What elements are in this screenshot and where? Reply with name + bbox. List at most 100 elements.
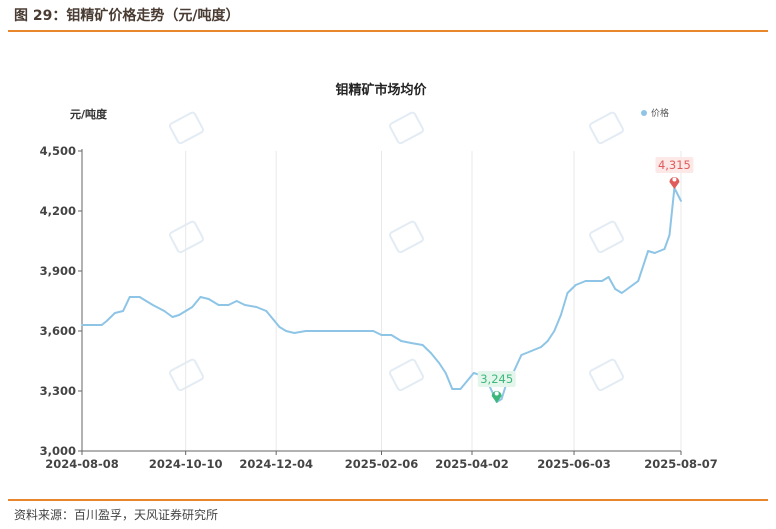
grid-layer [185, 151, 682, 451]
annotation-layer: 4,315 3,245 [477, 157, 694, 403]
price-data-point [658, 250, 661, 252]
price-data-point [680, 200, 682, 202]
price-data-point [637, 280, 640, 282]
watermark-mark [169, 220, 204, 254]
y-tick-label: 4,500 [40, 144, 76, 158]
price-data-point [255, 306, 258, 308]
y-tick-label: 3,000 [40, 444, 76, 458]
price-data-point [566, 292, 569, 294]
price-data-point [451, 388, 454, 390]
price-data-point [546, 340, 549, 342]
max-label-box [655, 157, 694, 173]
price-data-point [663, 248, 666, 250]
max-annotation: 4,315 [655, 157, 694, 189]
price-data-point [285, 330, 287, 332]
price-data-point [607, 276, 610, 278]
price-data-point [227, 304, 230, 306]
price-series-line [82, 187, 682, 403]
watermark-mark [589, 220, 624, 254]
legend-label: 价格 [651, 107, 669, 119]
source-note: 资料来源：百川盈孚，天风证券研究所 [14, 508, 219, 522]
watermark-mark [389, 111, 424, 145]
price-data-point [178, 314, 181, 316]
price-data-point [540, 346, 542, 348]
price-data-point [430, 352, 432, 354]
min-label-box [477, 371, 516, 387]
chart-title: 钼精矿市场均价 [335, 82, 427, 98]
min-annotation: 3,245 [477, 371, 516, 403]
x-tick-label: 2025-04-02 [435, 457, 509, 471]
price-data-point [138, 296, 141, 298]
legend: 价格 [641, 107, 669, 119]
price-data-point [500, 398, 503, 400]
price-data-point [184, 310, 187, 312]
x-tick-label: 2025-08-07 [644, 457, 718, 471]
price-data-point [629, 286, 631, 288]
price-data-point [380, 334, 383, 336]
axis-layer: 3,000 3,300 3,600 3,900 4,200 4,500 2024-08-08… [40, 144, 718, 471]
price-data-point [530, 350, 533, 352]
price-data-point [265, 310, 268, 312]
y-tick-label: 3,900 [40, 264, 76, 278]
price-data-point [668, 234, 671, 236]
figure-title: 图 29：钼精矿价格走势（元/吨度） [14, 8, 240, 24]
price-data-point [100, 324, 103, 326]
price-data-point [421, 344, 424, 346]
watermark-mark [589, 358, 624, 392]
price-data-point [92, 324, 95, 326]
price-data-point [272, 318, 274, 320]
watermark-mark [589, 111, 624, 145]
price-data-point [390, 334, 393, 336]
y-tick-label: 3,300 [40, 384, 76, 398]
x-tick-label: 2024-10-10 [149, 457, 223, 471]
min-pin-dot [494, 391, 499, 396]
watermark-mark [389, 220, 424, 254]
price-data-point [560, 314, 562, 316]
price-data-point [304, 330, 307, 332]
price-data-point [244, 304, 246, 306]
price-data-point [128, 296, 131, 298]
y-tick-label: 3,600 [40, 324, 76, 338]
price-data-point [352, 330, 355, 332]
price-data-point [410, 342, 412, 344]
min-value-label: 3,245 [480, 372, 513, 386]
y-axis-unit-label: 元/吨度 [70, 107, 108, 121]
price-data-point [207, 298, 210, 300]
x-tick-label: 2025-06-03 [537, 457, 611, 471]
price-data-point [584, 280, 587, 282]
price-data-point [647, 250, 649, 252]
price-data-point [459, 388, 462, 390]
x-tick-label: 2024-12-04 [239, 457, 313, 471]
price-data-point [574, 284, 577, 286]
watermark-mark [389, 358, 424, 392]
price-data-point [601, 280, 603, 282]
price-data-point [293, 332, 296, 334]
price-data-point [122, 310, 124, 312]
price-data-point [278, 326, 281, 328]
top-divider [8, 30, 768, 32]
max-pin-icon [669, 177, 680, 189]
price-data-point [327, 330, 330, 332]
price-data-point [163, 310, 166, 312]
bottom-divider [8, 499, 768, 501]
price-data-point [466, 380, 468, 382]
price-data-point [191, 306, 194, 308]
price-data-point [372, 330, 375, 332]
legend-marker [641, 110, 647, 116]
price-data-point [520, 354, 523, 356]
price-data-point [235, 300, 238, 302]
price-data-point [217, 304, 220, 306]
price-data-point [553, 330, 556, 332]
x-tick-label: 2025-02-06 [345, 457, 419, 471]
max-pin-dot [672, 177, 677, 182]
price-data-point [105, 320, 108, 322]
price-data-point [199, 296, 202, 298]
price-data-point [171, 316, 174, 318]
price-data-point [594, 280, 597, 282]
price-data-point [114, 312, 116, 314]
y-tick-label: 4,200 [40, 204, 76, 218]
price-data-point [490, 390, 493, 392]
price-data-point [444, 372, 447, 374]
price-data-point [620, 292, 623, 294]
x-tick-label: 2024-08-08 [45, 457, 119, 471]
